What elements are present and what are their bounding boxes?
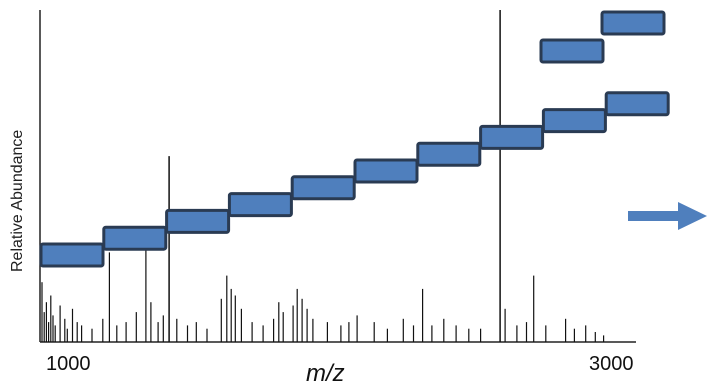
step-bar (539, 38, 605, 64)
stepped-bars (39, 10, 670, 268)
right-arrow-shaft (628, 211, 680, 221)
x-tick-label-3000: 3000 (589, 353, 634, 375)
step-bar (39, 242, 105, 268)
step-bar (604, 91, 670, 117)
step-bar (353, 158, 419, 184)
step-bar (416, 141, 482, 167)
step-bar (165, 208, 231, 234)
x-axis-title: m/z (306, 360, 345, 387)
y-axis-title: Relative Abundance (9, 130, 26, 272)
step-bar (600, 10, 666, 36)
x-tick-label-1000: 1000 (46, 353, 91, 375)
right-arrow-icon (628, 202, 707, 230)
step-bar (290, 175, 356, 201)
step-bar (102, 225, 168, 251)
right-arrow-head (678, 202, 707, 230)
step-bar (479, 124, 545, 150)
spectrum-peaks (41, 10, 605, 342)
step-bar (541, 108, 607, 134)
step-bar (227, 192, 293, 218)
